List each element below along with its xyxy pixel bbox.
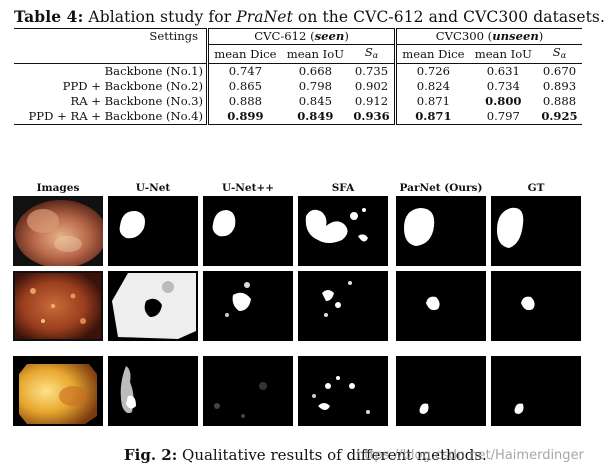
figure-caption-text: Qualitative results of different methods… <box>177 446 487 464</box>
metric-dice-1: mean Dice <box>207 44 282 64</box>
cell: 0.888 <box>228 94 262 108</box>
col-header-unet: U-Net <box>135 182 171 194</box>
group1-name: CVC-612 ( <box>254 29 315 43</box>
cell: 0.734 <box>486 79 520 93</box>
cell: 0.902 <box>354 79 389 93</box>
cell: 0.797 <box>486 109 520 123</box>
cell: 0.871 <box>394 109 470 125</box>
method-name: PraNet <box>236 8 293 26</box>
group2-name: CVC300 ( <box>435 29 493 43</box>
cell: 0.888 <box>542 94 577 108</box>
caption-text-1: Ablation study for <box>83 8 237 26</box>
cell: 0.849 <box>297 109 334 123</box>
mask-gt <box>491 356 581 426</box>
group1-header: CVC-612 (seen) <box>207 28 396 45</box>
mask-gt <box>491 196 581 266</box>
metric-s-2-letter: S <box>552 45 561 59</box>
settings-blank <box>14 44 210 64</box>
col-header-parnet: ParNet (Ours) <box>399 182 483 194</box>
row-setting: Backbone (No.1) <box>14 63 210 79</box>
mask-unet <box>108 196 198 266</box>
cell: 0.845 <box>298 94 332 108</box>
col-header-images: Images <box>36 182 80 194</box>
cell: 0.800 <box>485 94 522 108</box>
table-label: Table 4: <box>14 7 84 26</box>
metric-dice-2: mean Dice <box>394 44 470 64</box>
col-header-sfa: SFA <box>331 182 355 194</box>
col-header-gt: GT <box>527 182 545 194</box>
metric-s-2-sub: α <box>560 51 567 60</box>
group2-header: CVC300 (unseen) <box>394 28 582 45</box>
cell: 0.912 <box>354 94 389 108</box>
mask-gt <box>491 271 581 341</box>
group1-close: ) <box>344 29 349 43</box>
caption-text-2: on the CVC-612 and CVC300 datasets. <box>292 8 606 26</box>
table-row: RA + Backbone (No.3) 0.888 0.845 0.912 0… <box>14 94 582 109</box>
mask-sfa <box>298 271 388 341</box>
metric-s-1-letter: S <box>364 45 373 59</box>
cell: 0.726 <box>394 63 470 79</box>
cell: 0.670 <box>542 64 577 78</box>
input-image <box>13 271 103 341</box>
mask-sfa <box>298 356 388 426</box>
input-image <box>13 196 103 266</box>
table-row: PPD + Backbone (No.2) 0.865 0.798 0.902 … <box>14 79 582 94</box>
col-header-unetpp: U-Net++ <box>221 182 275 194</box>
input-image <box>13 356 103 426</box>
cell: 0.631 <box>486 64 520 78</box>
settings-header: Settings <box>14 28 210 45</box>
mask-unetpp <box>203 196 293 266</box>
mask-unet <box>108 356 198 426</box>
ablation-table: Settings CVC-612 (seen) CVC300 (unseen) … <box>14 28 582 125</box>
cell: 0.798 <box>298 79 332 93</box>
cell: 0.865 <box>228 79 262 93</box>
row-setting: PPD + RA + Backbone (No.4) <box>14 109 210 125</box>
group2-close: ) <box>538 29 544 43</box>
cell: 0.824 <box>394 79 470 94</box>
mask-parnet <box>396 196 486 266</box>
mask-unet <box>108 271 198 341</box>
metric-s-1-sub: α <box>372 51 379 60</box>
cell: 0.899 <box>227 109 264 123</box>
cell: 0.871 <box>394 94 470 109</box>
metric-iou-1: mean IoU <box>281 44 349 64</box>
watermark: https://blog.csdn.net/Haimerdinger <box>356 448 584 463</box>
table-row: Backbone (No.1) 0.747 0.668 0.735 0.726 … <box>14 63 582 79</box>
table-caption: Table 4: Ablation study for PraNet on th… <box>14 7 605 26</box>
cell: 0.668 <box>298 64 332 78</box>
row-setting: RA + Backbone (No.3) <box>14 94 210 109</box>
table-row: PPD + RA + Backbone (No.4) 0.899 0.849 0… <box>14 109 582 125</box>
mask-parnet <box>396 271 486 341</box>
figure-label: Fig. 2: <box>124 446 178 464</box>
metric-iou-2: mean IoU <box>469 44 537 64</box>
row-setting: PPD + Backbone (No.2) <box>14 79 210 94</box>
cell: 0.893 <box>542 79 577 93</box>
cell: 0.735 <box>354 64 389 78</box>
mask-parnet <box>396 356 486 426</box>
group2-tag: unseen <box>492 29 539 43</box>
mask-unetpp <box>203 271 293 341</box>
figure-caption: Fig. 2: Qualitative results of different… <box>124 446 487 464</box>
group1-tag: seen <box>314 29 345 43</box>
metric-s-2: Sα <box>536 44 582 64</box>
cell: 0.936 <box>353 109 390 123</box>
mask-unetpp <box>203 356 293 426</box>
cell: 0.925 <box>541 109 578 123</box>
cell: 0.747 <box>228 64 262 78</box>
mask-sfa <box>298 196 388 266</box>
metric-s-1: Sα <box>348 44 396 64</box>
